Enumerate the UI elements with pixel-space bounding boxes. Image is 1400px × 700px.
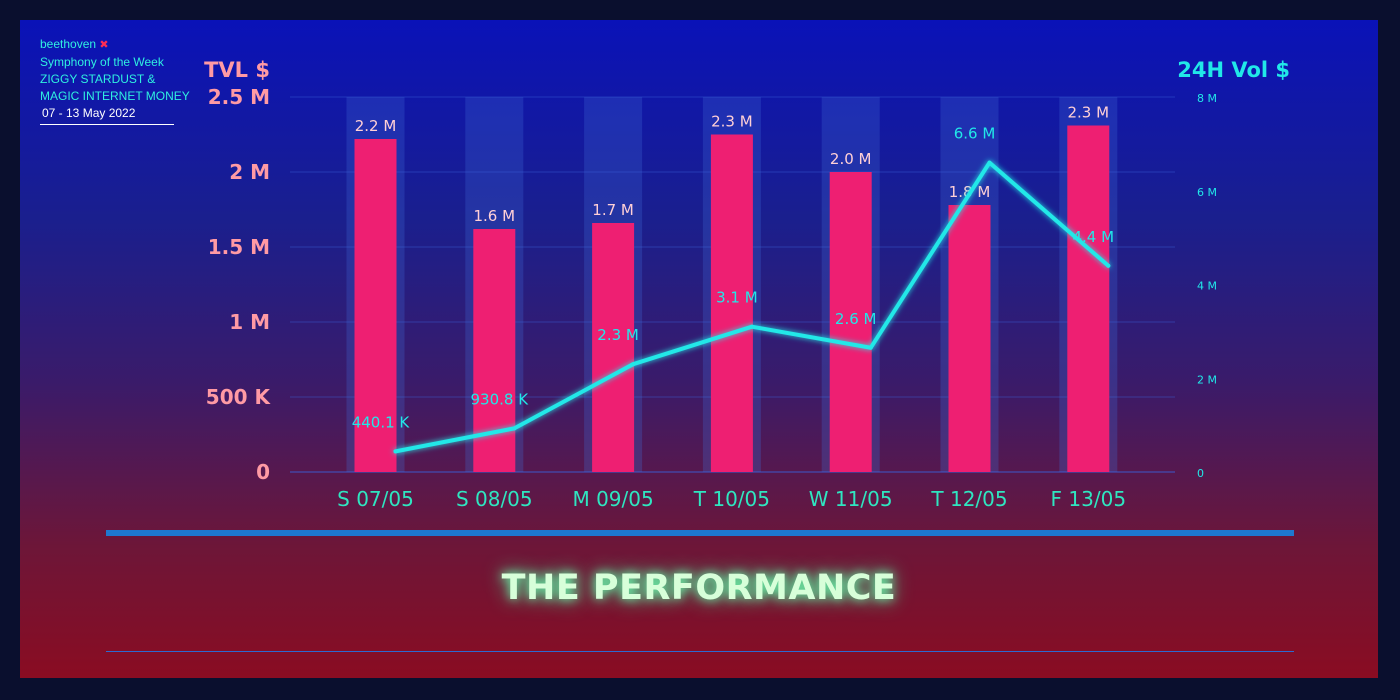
bottom-rule bbox=[106, 651, 1294, 652]
tvl-bar bbox=[710, 134, 753, 472]
right-tick-label: 0 bbox=[1197, 467, 1204, 480]
volume-point bbox=[987, 160, 992, 165]
volume-label: 6.6 M bbox=[954, 125, 996, 143]
brand-name: beethoven ✖ bbox=[40, 36, 190, 54]
right-tick-label: 4 M bbox=[1197, 280, 1217, 293]
tvl-bar bbox=[1067, 125, 1110, 472]
left-axis: 0 500 K 1 M 1.5 M 2 M 2.5 M TVL $ bbox=[204, 58, 271, 484]
brand-line-2: ZIGGY STARDUST & bbox=[40, 72, 156, 86]
brand-line-1: Symphony of the Week bbox=[40, 55, 164, 69]
tvl-bar-label: 1.6 M bbox=[474, 207, 516, 225]
tvl-bar-label: 2.2 M bbox=[355, 117, 397, 135]
brand-name-text: beethoven bbox=[40, 37, 97, 51]
left-tick-label: 2 M bbox=[229, 160, 270, 184]
volume-label: 930.8 K bbox=[471, 390, 530, 408]
brand-x-icon: ✖ bbox=[99, 39, 109, 51]
brand-block: beethoven ✖ Symphony of the Week ZIGGY S… bbox=[40, 36, 190, 125]
poster: beethoven ✖ Symphony of the Week ZIGGY S… bbox=[20, 20, 1378, 678]
tvl-bar bbox=[829, 172, 872, 472]
volume-label: 4.4 M bbox=[1073, 228, 1115, 246]
volume-label: 3.1 M bbox=[716, 289, 758, 307]
tvl-bar bbox=[592, 223, 635, 472]
tvl-bar bbox=[354, 139, 397, 472]
x-tick-label: S 07/05 bbox=[337, 487, 414, 511]
x-tick-label: S 08/05 bbox=[456, 487, 533, 511]
volume-label: 440.1 K bbox=[352, 413, 411, 431]
volume-line-labels: 440.1 K 930.8 K 2.3 M 3.1 M 2.6 M 6.6 M 4.4 M bbox=[352, 125, 1114, 432]
x-tick-label: F 13/05 bbox=[1051, 487, 1127, 511]
right-axis-title: 24H Vol $ bbox=[1177, 58, 1290, 82]
brand-divider bbox=[40, 124, 174, 125]
x-tick-label: W 11/05 bbox=[809, 487, 893, 511]
tvl-bar-label: 2.3 M bbox=[711, 113, 753, 131]
brand-dates: 07 - 13 May 2022 bbox=[42, 106, 136, 120]
divider-band bbox=[106, 530, 1294, 536]
left-tick-label: 0 bbox=[256, 460, 270, 484]
right-tick-label: 6 M bbox=[1197, 186, 1217, 199]
section-title: THE PERFORMANCE bbox=[501, 568, 897, 608]
tvl-bar-label: 1.7 M bbox=[592, 201, 634, 219]
performance-chart: 2.2 M1.6 M 1.7 M2.3 M2.0 M1.8 M2.3 M 440.… bbox=[204, 58, 1290, 511]
right-tick-label: 8 M bbox=[1197, 92, 1217, 105]
right-tick-label: 2 M bbox=[1197, 373, 1217, 386]
x-axis: S 07/05 S 08/05 M 09/05 T 10/05 W 11/05 T 12/… bbox=[337, 487, 1126, 511]
left-axis-title: TVL $ bbox=[204, 58, 270, 82]
x-tick-label: M 09/05 bbox=[572, 487, 653, 511]
left-tick-label: 1.5 M bbox=[208, 235, 270, 259]
volume-label: 2.6 M bbox=[835, 310, 877, 328]
volume-label: 2.3 M bbox=[597, 326, 639, 344]
tvl-bar-labels: 2.2 M1.6 M 1.7 M2.3 M2.0 M1.8 M2.3 M bbox=[355, 104, 1109, 226]
volume-line-group bbox=[393, 160, 1111, 454]
right-axis: 0 2 M 4 M 6 M 8 M 24H Vol $ bbox=[1177, 58, 1290, 480]
left-tick-label: 500 K bbox=[206, 385, 272, 409]
volume-point bbox=[512, 426, 517, 431]
tvl-bar-label: 2.3 M bbox=[1068, 104, 1110, 122]
volume-point bbox=[749, 324, 754, 329]
x-tick-label: T 10/05 bbox=[693, 487, 770, 511]
left-tick-label: 1 M bbox=[229, 310, 270, 334]
left-tick-label: 2.5 M bbox=[208, 85, 270, 109]
volume-point bbox=[631, 362, 636, 367]
volume-point bbox=[393, 449, 398, 454]
volume-point bbox=[868, 345, 873, 350]
volume-point bbox=[1106, 263, 1111, 268]
x-tick-label: T 12/05 bbox=[930, 487, 1007, 511]
tvl-bar-label: 2.0 M bbox=[830, 150, 872, 168]
brand-line-3: MAGIC INTERNET MONEY bbox=[40, 89, 190, 103]
tvl-bar bbox=[948, 205, 991, 472]
